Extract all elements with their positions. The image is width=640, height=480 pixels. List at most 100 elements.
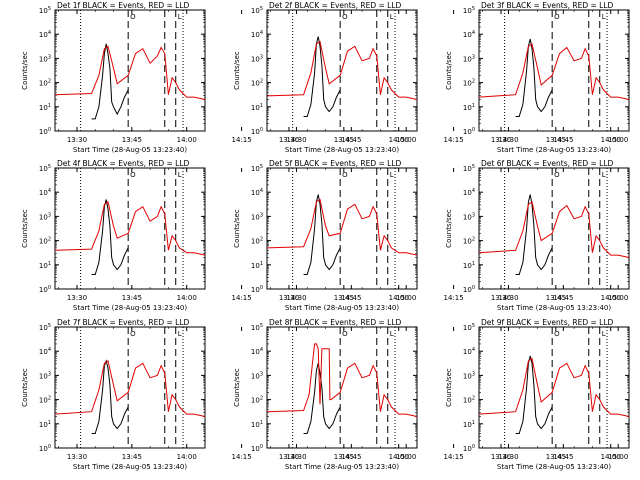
y-tick-label: 104 — [39, 30, 51, 39]
y-tick-label: 101 — [251, 420, 263, 429]
y-axis-label: Counts/sec — [445, 51, 453, 90]
marker-label: L — [390, 330, 394, 338]
y-tick-label: 105 — [251, 164, 263, 173]
x-tick-label: 14:00 — [601, 136, 621, 144]
events-series-line — [515, 194, 553, 275]
x-tick-label: 13:45 — [546, 136, 566, 144]
y-tick-label: 100 — [463, 444, 475, 453]
y-tick-label: 105 — [39, 6, 51, 15]
x-axis-label: Start Time (28-Aug-05 13:23:40) — [285, 463, 399, 471]
y-axis-label: Counts/sec — [233, 51, 241, 90]
x-tick-label: 14:45 — [553, 453, 573, 461]
y-tick-label: 103 — [463, 212, 475, 221]
x-tick-label: 14:45 — [553, 294, 573, 302]
x-tick-label: 14:30 — [286, 294, 306, 302]
y-tick-label: 102 — [39, 237, 51, 246]
marker-label: O — [130, 330, 136, 338]
y-tick-label: 101 — [39, 103, 51, 112]
x-tick-label: 13:45 — [546, 294, 566, 302]
y-tick-label: 102 — [463, 237, 475, 246]
x-tick-label: 14:45 — [341, 136, 361, 144]
x-axis-label: Start Time (28-Aug-05 13:23:40) — [497, 304, 611, 312]
y-axis-label: Counts/sec — [233, 209, 241, 248]
y-tick-label: 100 — [251, 285, 263, 294]
panel-title: Det 7f BLACK = Events, RED = LLD — [57, 318, 190, 327]
events-series-line — [91, 43, 129, 120]
x-tick-label: 13:45 — [546, 453, 566, 461]
y-tick-label: 102 — [251, 79, 263, 88]
marker-label: L — [602, 330, 606, 338]
plot-frame — [266, 9, 418, 132]
x-tick-label: 14:45 — [553, 136, 573, 144]
y-tick-label: 103 — [463, 371, 475, 380]
lld-series-line — [266, 198, 418, 256]
x-tick-label: 14:15 — [443, 453, 463, 461]
panel-title: Det 5f BLACK = Events, RED = LLD — [269, 159, 402, 168]
events-series-line — [515, 38, 553, 117]
y-tick-label: 104 — [251, 188, 263, 197]
x-tick-label: 15:00 — [396, 453, 416, 461]
x-tick-label: 13:30 — [491, 294, 511, 302]
panel-5: Det 5f BLACK = Events, RED = LLD 100 101 10… — [233, 159, 628, 312]
y-tick-label: 104 — [39, 188, 51, 197]
y-tick-label: 105 — [39, 164, 51, 173]
y-tick-label: 103 — [39, 371, 51, 380]
y-tick-label: 102 — [39, 396, 51, 405]
x-tick-label: 13:30 — [279, 136, 299, 144]
panel-title: Det 4f BLACK = Events, RED = LLD — [57, 159, 190, 168]
y-tick-label: 101 — [463, 420, 475, 429]
marker-label: L — [390, 171, 394, 179]
marker-label: O — [554, 330, 560, 338]
x-tick-label: 13:30 — [279, 453, 299, 461]
marker-label: O — [554, 171, 560, 179]
events-series-line — [303, 194, 341, 275]
panel-1: Det 1f BLACK = Events, RED = LLD 100 101 10… — [21, 1, 416, 154]
x-tick-label: 14:45 — [341, 294, 361, 302]
y-tick-label: 102 — [463, 79, 475, 88]
lld-series-line — [54, 360, 206, 417]
panel-title: Det 9f BLACK = Events, RED = LLD — [481, 318, 614, 327]
panel-title: Det 6f BLACK = Events, RED = LLD — [481, 159, 614, 168]
marker-label: L — [178, 13, 182, 21]
panel-3: Det 3f BLACK = Events, RED = LLD 100 101 10… — [445, 1, 630, 154]
x-tick-label: 15:00 — [608, 453, 628, 461]
y-axis-label: Counts/sec — [445, 209, 453, 248]
x-tick-label: 14:15 — [443, 294, 463, 302]
panel-2: Det 2f BLACK = Events, RED = LLD 100 101 10… — [233, 1, 628, 154]
plot-frame — [266, 167, 418, 290]
x-tick-label: 13:45 — [334, 453, 354, 461]
x-tick-label: 15:00 — [608, 136, 628, 144]
y-tick-label: 104 — [463, 347, 475, 356]
x-tick-label: 14:00 — [389, 453, 409, 461]
y-tick-label: 100 — [463, 285, 475, 294]
events-series-line — [91, 199, 129, 275]
y-tick-label: 100 — [39, 127, 51, 136]
y-tick-label: 101 — [251, 261, 263, 270]
panel-8: Det 8f BLACK = Events, RED = LLD 100 101 10… — [233, 318, 628, 471]
y-tick-label: 100 — [251, 444, 263, 453]
marker-label: L — [178, 171, 182, 179]
y-axis-label: Counts/sec — [445, 368, 453, 407]
x-tick-label: 14:15 — [231, 453, 251, 461]
events-series-line — [515, 355, 553, 434]
panel-7: Det 7f BLACK = Events, RED = LLD 100 101 10… — [21, 318, 416, 471]
plot-frame — [478, 9, 630, 132]
y-tick-label: 105 — [39, 323, 51, 332]
panel-9: Det 9f BLACK = Events, RED = LLD 100 101 10… — [445, 318, 630, 471]
marker-label: O — [130, 171, 136, 179]
y-tick-label: 104 — [463, 188, 475, 197]
y-axis-label: Counts/sec — [21, 209, 29, 248]
x-axis-label: Start Time (28-Aug-05 13:23:40) — [73, 146, 187, 154]
plot-frame — [266, 326, 418, 449]
x-tick-label: 14:30 — [286, 136, 306, 144]
plot-frame — [478, 167, 630, 290]
x-tick-label: 14:00 — [177, 453, 197, 461]
lld-series-line — [266, 40, 418, 100]
x-tick-label: 14:30 — [286, 453, 306, 461]
x-axis-label: Start Time (28-Aug-05 13:23:40) — [497, 463, 611, 471]
x-tick-label: 13:30 — [491, 453, 511, 461]
y-tick-label: 105 — [463, 323, 475, 332]
y-tick-label: 105 — [251, 6, 263, 15]
x-tick-label: 14:00 — [601, 453, 621, 461]
x-axis-label: Start Time (28-Aug-05 13:23:40) — [497, 146, 611, 154]
